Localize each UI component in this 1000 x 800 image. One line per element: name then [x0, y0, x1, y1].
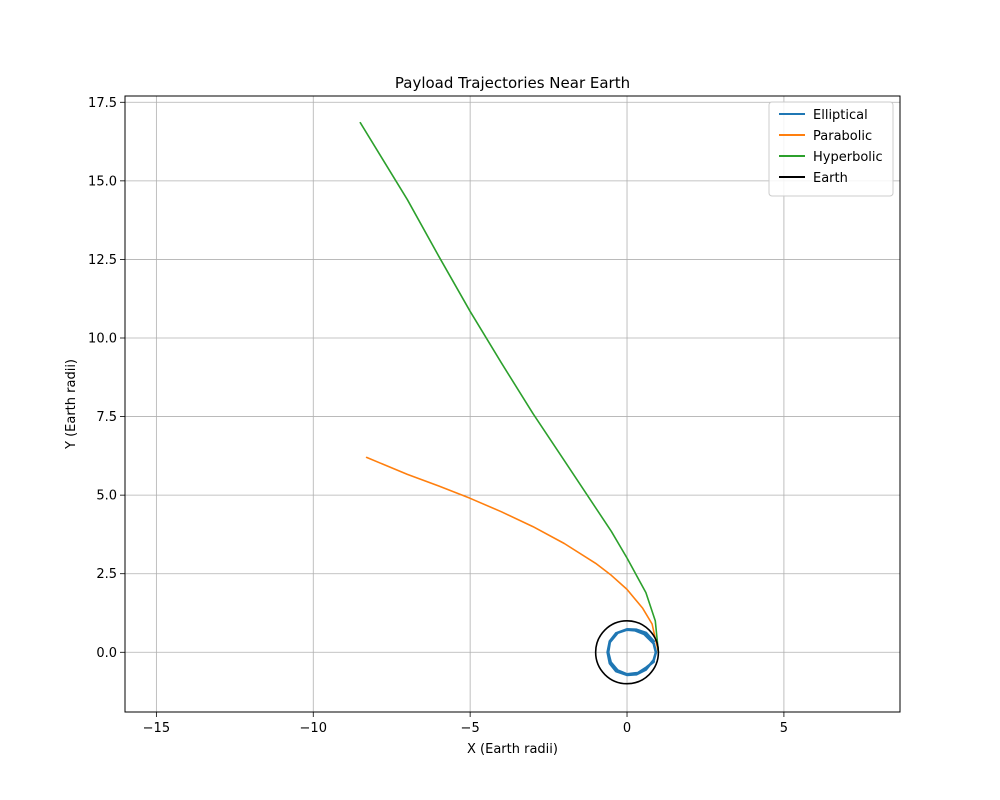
- series-hyperbolic-line: [359, 121, 660, 654]
- legend-label-earth: Earth: [813, 171, 848, 186]
- series-earth-circle: [594, 620, 660, 685]
- legend-box: [768, 101, 894, 197]
- ticks: −15 −10 −5 0 5 0.0 2.5 5.0 7.5 10.0 12.5 15.0 17.5: [88, 96, 788, 736]
- legend: Elliptical Parabolic Hyperbolic Earth: [768, 101, 894, 197]
- y-axis-title: Y (Earth radii): [64, 359, 79, 450]
- chart-title: Payload Trajectories Near Earth: [395, 74, 630, 92]
- series-layer: [359, 121, 660, 685]
- x-axis-title: X (Earth radii): [467, 742, 558, 757]
- series-elliptical-line: [606, 627, 658, 677]
- x-tick-label: −5: [461, 721, 480, 736]
- y-tick-label: 2.5: [96, 567, 117, 582]
- x-tick-label: −10: [300, 721, 327, 736]
- series-parabolic-line: [365, 456, 660, 654]
- y-tick-label: 12.5: [88, 253, 117, 268]
- y-tick-label: 17.5: [88, 96, 117, 111]
- legend-label-parabolic: Parabolic: [813, 129, 872, 144]
- y-tick-label: 10.0: [88, 332, 117, 347]
- x-tick-label: 5: [780, 721, 788, 736]
- y-tick-label: 5.0: [96, 489, 117, 504]
- y-tick-label: 7.5: [96, 410, 117, 425]
- plot-area-frame: [124, 95, 901, 713]
- x-tick-label: 0: [623, 721, 631, 736]
- grid: [125, 96, 900, 712]
- legend-label-hyperbolic: Hyperbolic: [813, 150, 883, 165]
- x-tick-label: −15: [143, 721, 170, 736]
- legend-label-elliptical: Elliptical: [813, 108, 868, 123]
- y-tick-label: 0.0: [96, 646, 117, 661]
- y-tick-label: 15.0: [88, 174, 117, 189]
